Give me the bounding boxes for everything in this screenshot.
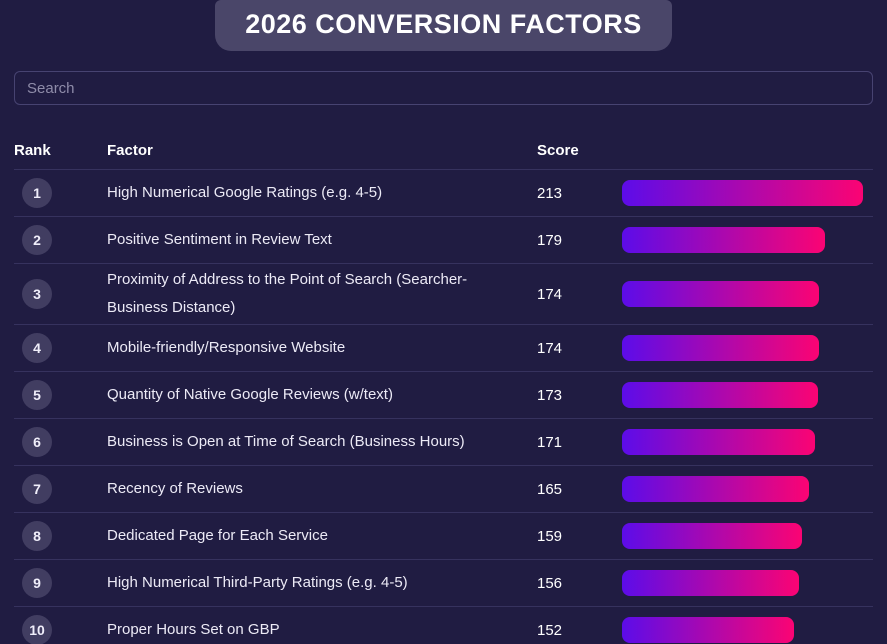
score-bar-track: [622, 382, 873, 408]
score-bar: [622, 617, 794, 643]
score-bar-track: [622, 180, 873, 206]
table-row: 6 Business is Open at Time of Search (Bu…: [14, 419, 873, 466]
score-bar-track: [622, 617, 873, 643]
score-cell: 159: [537, 527, 563, 545]
score-cell: 174: [537, 285, 563, 303]
table-row: 10 Proper Hours Set on GBP 152: [14, 607, 873, 644]
score-bar: [622, 281, 819, 307]
table-row: 3 Proximity of Address to the Point of S…: [14, 264, 873, 325]
score-bar-track: [622, 429, 873, 455]
score-bar-track: [622, 476, 873, 502]
table-row: 7 Recency of Reviews 165: [14, 466, 873, 513]
score-cell: 173: [537, 386, 563, 404]
score-bar-track: [622, 227, 873, 253]
score-cell: 213: [537, 184, 563, 202]
table-row: 8 Dedicated Page for Each Service 159: [14, 513, 873, 560]
rank-cell: 3: [14, 279, 107, 309]
rank-cell: 10: [14, 615, 107, 644]
factors-table: Rank Factor Score 1 High Numerical Googl…: [14, 131, 873, 644]
score-cell: 179: [537, 231, 563, 249]
rank-badge: 7: [22, 474, 52, 504]
factor-cell: Proximity of Address to the Point of Sea…: [107, 271, 468, 316]
rank-badge: 9: [22, 568, 52, 598]
column-header-factor: Factor: [107, 141, 153, 159]
rank-badge: 10: [22, 615, 52, 644]
table-row: 2 Positive Sentiment in Review Text 179: [14, 217, 873, 264]
table-body: 1 High Numerical Google Ratings (e.g. 4-…: [14, 170, 873, 644]
factor-cell: Proper Hours Set on GBP: [107, 621, 280, 638]
rank-badge: 8: [22, 521, 52, 551]
score-bar: [622, 429, 815, 455]
column-header-rank: Rank: [14, 141, 51, 159]
score-cell: 152: [537, 621, 563, 639]
table-row: 5 Quantity of Native Google Reviews (w/t…: [14, 372, 873, 419]
search-input[interactable]: [14, 71, 873, 105]
score-bar: [622, 476, 809, 502]
rank-cell: 5: [14, 380, 107, 410]
search-row: [14, 71, 873, 105]
rank-cell: 9: [14, 568, 107, 598]
rank-cell: 1: [14, 178, 107, 208]
rank-cell: 6: [14, 427, 107, 457]
table-header: Rank Factor Score: [14, 131, 873, 170]
rank-cell: 4: [14, 333, 107, 363]
table-row: 1 High Numerical Google Ratings (e.g. 4-…: [14, 170, 873, 217]
score-bar-track: [622, 570, 873, 596]
factor-cell: High Numerical Google Ratings (e.g. 4-5): [107, 184, 383, 201]
factor-cell: Quantity of Native Google Reviews (w/tex…: [107, 386, 393, 403]
page-title: 2026 CONVERSION FACTORS: [215, 0, 672, 51]
score-bar-track: [622, 335, 873, 361]
factor-cell: Dedicated Page for Each Service: [107, 527, 328, 544]
score-bar-track: [622, 523, 873, 549]
rank-cell: 8: [14, 521, 107, 551]
rank-badge: 5: [22, 380, 52, 410]
rank-badge: 1: [22, 178, 52, 208]
score-bar: [622, 180, 863, 206]
table-row: 4 Mobile-friendly/Responsive Website 174: [14, 325, 873, 372]
column-header-score: Score: [537, 141, 579, 159]
rank-badge: 3: [22, 279, 52, 309]
rank-cell: 2: [14, 225, 107, 255]
score-bar: [622, 227, 825, 253]
score-bar: [622, 382, 818, 408]
score-cell: 156: [537, 574, 563, 592]
table-row: 9 High Numerical Third-Party Ratings (e.…: [14, 560, 873, 607]
score-bar: [622, 335, 819, 361]
header: 2026 CONVERSION FACTORS: [0, 0, 887, 51]
rank-badge: 4: [22, 333, 52, 363]
factor-cell: High Numerical Third-Party Ratings (e.g.…: [107, 574, 408, 591]
factor-cell: Positive Sentiment in Review Text: [107, 231, 332, 248]
factor-cell: Mobile-friendly/Responsive Website: [107, 339, 346, 356]
factor-cell: Business is Open at Time of Search (Busi…: [107, 433, 465, 450]
score-cell: 171: [537, 433, 563, 451]
rank-cell: 7: [14, 474, 107, 504]
rank-badge: 2: [22, 225, 52, 255]
score-bar: [622, 523, 802, 549]
score-bar: [622, 570, 799, 596]
score-cell: 174: [537, 339, 563, 357]
rank-badge: 6: [22, 427, 52, 457]
score-cell: 165: [537, 480, 563, 498]
factor-cell: Recency of Reviews: [107, 480, 243, 497]
score-bar-track: [622, 281, 873, 307]
